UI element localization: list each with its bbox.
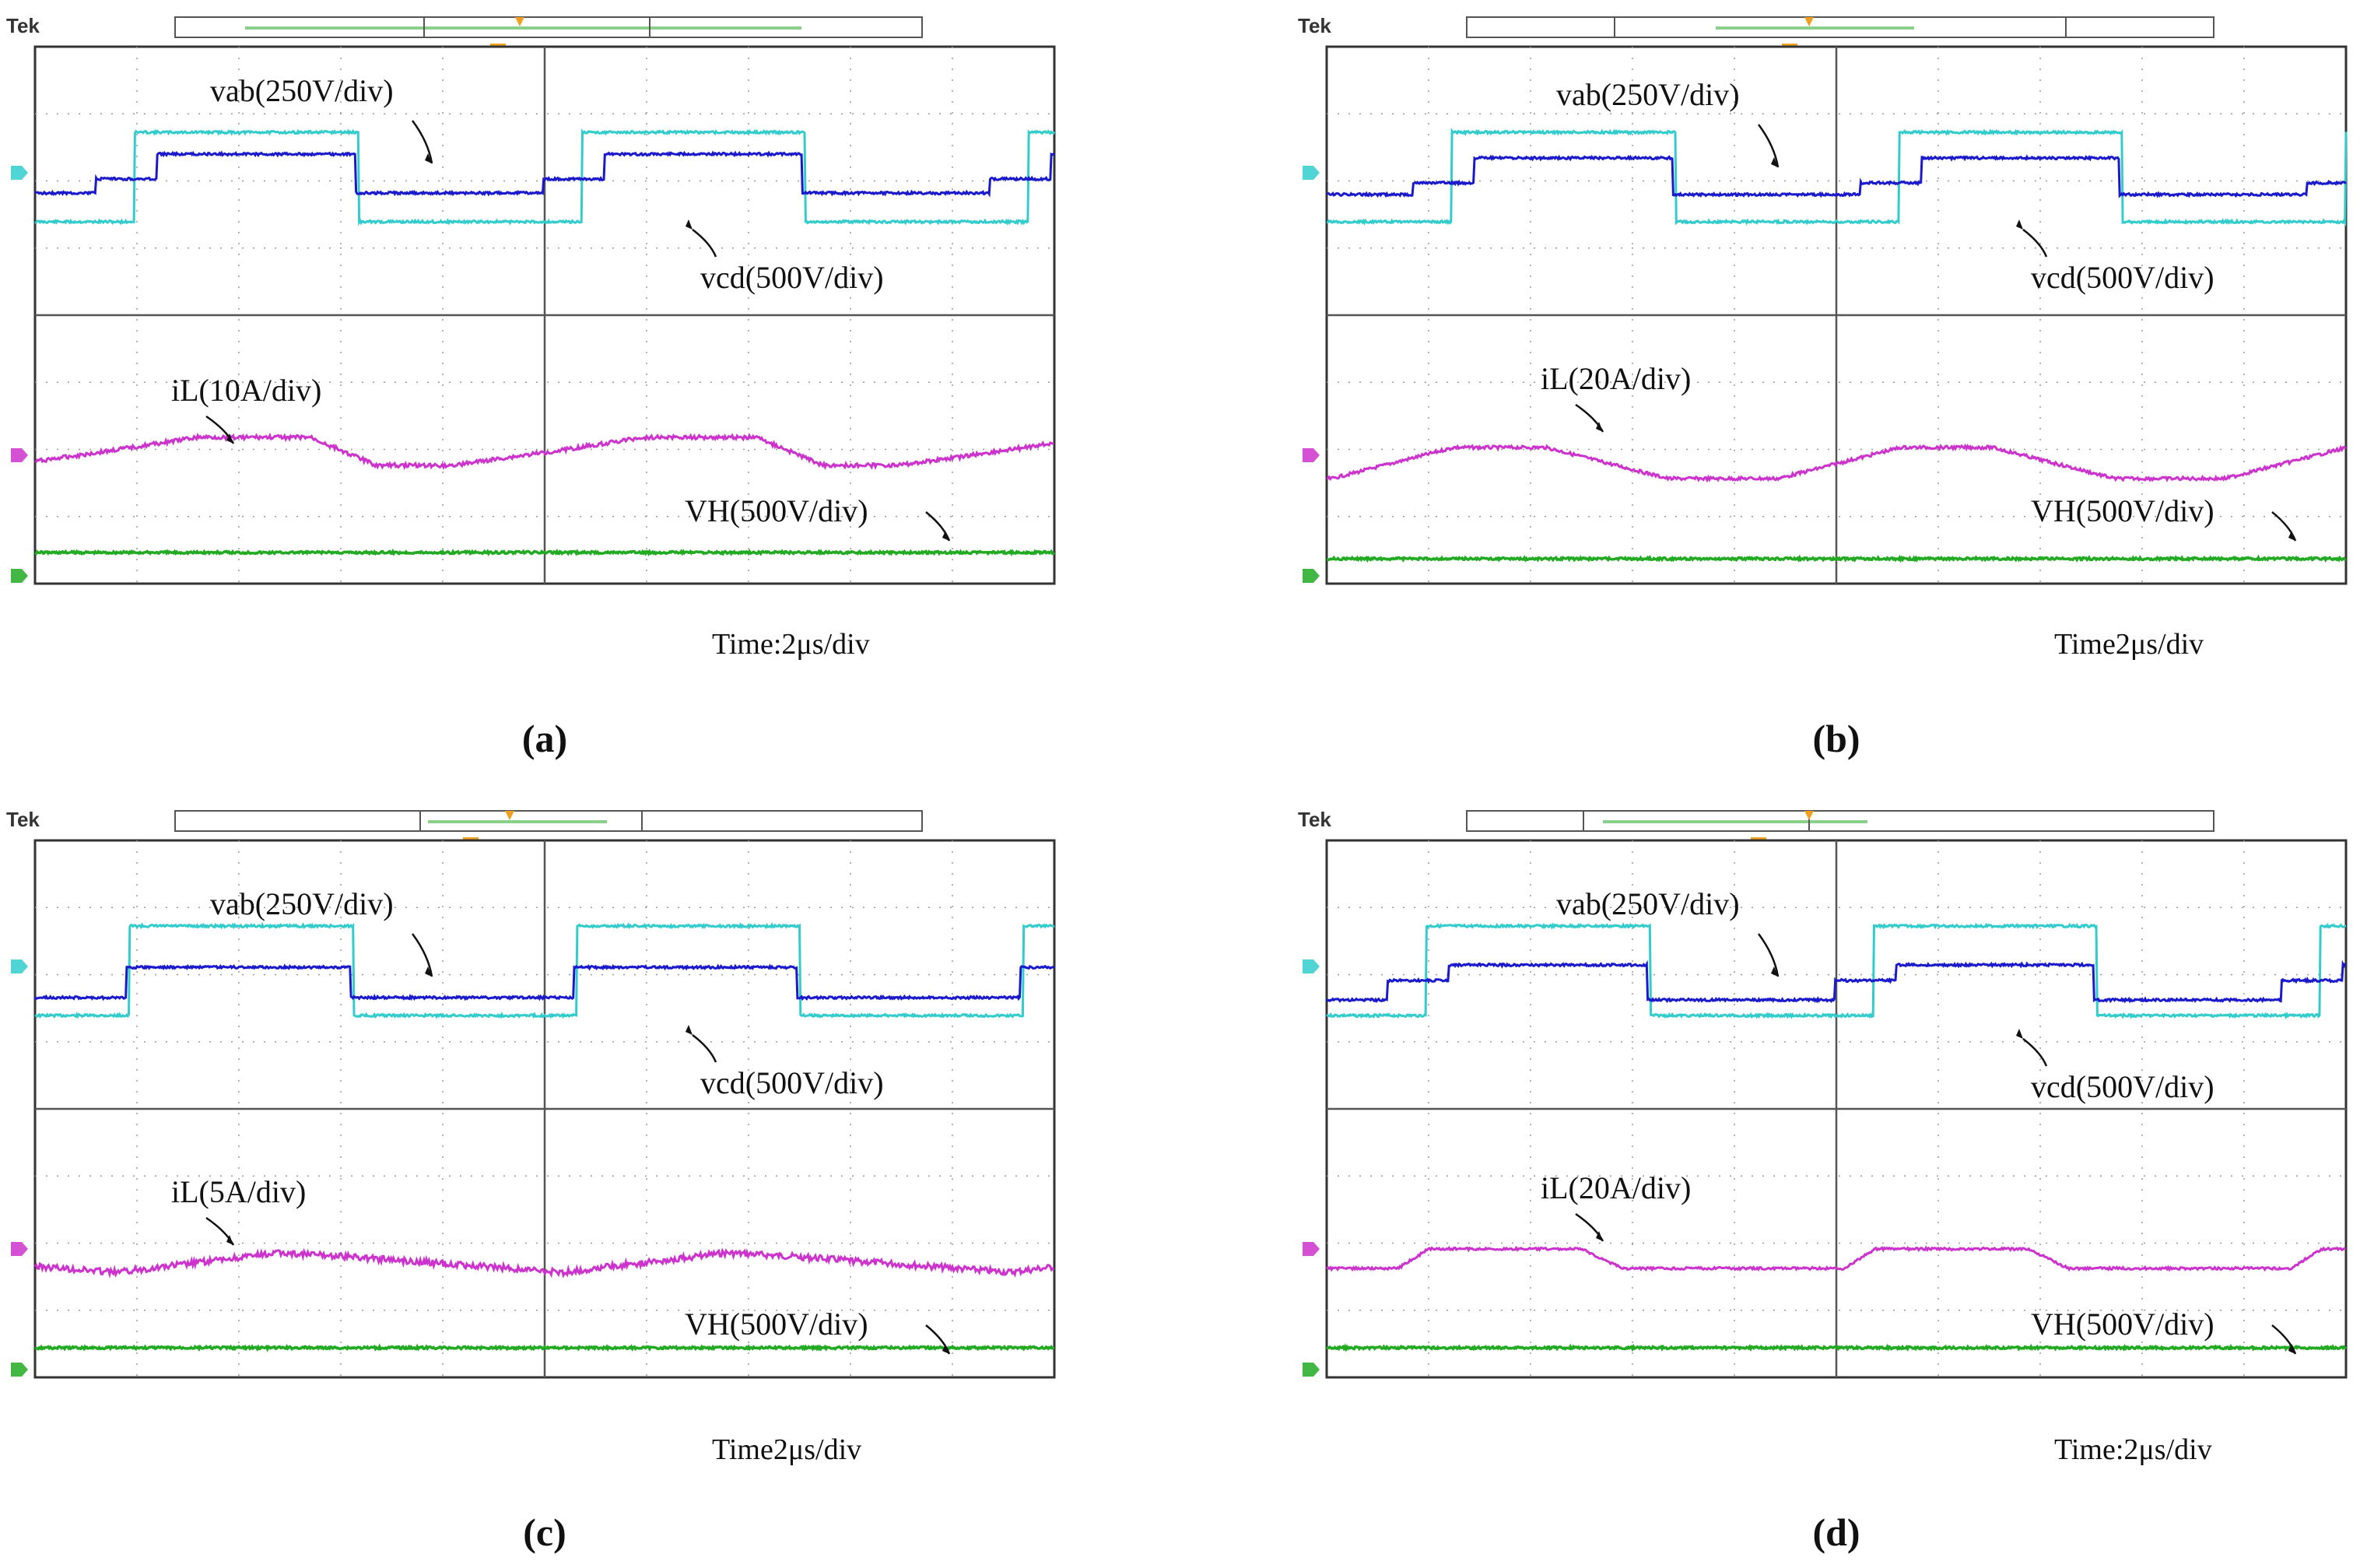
panel-b: Tek vab(250V/div) vcd(500V/div) iL(20A/div)… <box>1292 0 2360 760</box>
channel-marker-icon <box>1303 959 1320 973</box>
arrow-vcd-head <box>686 1025 693 1035</box>
label-iL-scale: iL(5A/div) <box>171 1174 306 1209</box>
label-vab-scale: vab(250V/div) <box>210 886 394 921</box>
label-iL-scale: iL(20A/div) <box>1541 361 1691 396</box>
series-vab-trace <box>1327 154 2347 198</box>
series-VH-trace <box>34 548 1055 557</box>
panel-d: Tek vab(250V/div) vcd(500V/div) iL(20A/div)… <box>1292 794 2360 1554</box>
arrow-vab-head <box>425 966 432 977</box>
trigger-position-icon <box>1804 811 1814 820</box>
series-VH-trace <box>1326 554 2347 563</box>
arrow-VH-head <box>942 1344 949 1354</box>
scope-panel-b: Tek vab(250V/div) vcd(500V/div) iL(20A/div)… <box>1298 14 2348 661</box>
label-vcd-scale: vcd(500V/div) <box>700 260 884 295</box>
channel-marker-icon <box>11 569 28 583</box>
channel-marker-icon <box>11 959 28 973</box>
series-VH-trace <box>1325 1343 2348 1352</box>
tek-brand-label: Tek <box>6 808 40 831</box>
trigger-position-icon <box>515 17 524 26</box>
arrow-vcd <box>2022 229 2048 258</box>
label-vab-scale: vab(250V/div) <box>210 73 394 108</box>
label-vcd-scale: vcd(500V/div) <box>700 1065 884 1100</box>
channel-marker-icon <box>1303 1363 1320 1377</box>
arrow-vab <box>411 933 433 977</box>
scope-panel-d: Tek vab(250V/div) vcd(500V/div) iL(20A/div)… <box>1298 808 2348 1466</box>
arrow-vcd <box>692 1034 717 1063</box>
caption-a: (a) <box>521 717 568 760</box>
series-VH-trace <box>34 1343 1055 1352</box>
arrow-VH-head <box>2288 1344 2295 1354</box>
channel-marker-icon <box>11 1363 28 1377</box>
scope-panel-c: Tek vab(250V/div) vcd(500V/div) iL(5A/div) V… <box>6 808 1056 1466</box>
label-vcd-scale: vcd(500V/div) <box>2031 260 2214 295</box>
arrow-vab-head <box>1771 966 1778 977</box>
caption-d: (d) <box>1812 1510 1860 1554</box>
record-window-bar <box>174 810 923 832</box>
channel-marker-icon <box>1303 569 1320 583</box>
scope-panel-a: Tek vab(250V/div) vcd(500V/div) iL(10A/div)… <box>6 14 1056 661</box>
series-iL-trace <box>34 432 1054 471</box>
label-time-base: Time2μs/div <box>712 1433 861 1466</box>
label-VH-scale: VH(500V/div) <box>2031 493 2214 528</box>
panel-c: Tek vab(250V/div) vcd(500V/div) iL(5A/div) V… <box>0 794 1089 1554</box>
series-vab-trace <box>1325 959 2347 1004</box>
series-vcd-trace <box>1326 128 2348 227</box>
label-VH-scale: VH(500V/div) <box>2031 1307 2214 1342</box>
trigger-position-icon <box>1804 17 1814 26</box>
label-VH-scale: VH(500V/div) <box>685 1307 868 1342</box>
label-VH-scale: VH(500V/div) <box>685 493 868 528</box>
arrow-vab <box>1757 933 1780 977</box>
channel-marker-icon <box>11 448 28 462</box>
label-vab-scale: vab(250V/div) <box>1556 886 1740 921</box>
panel-a: Tek vab(250V/div) vcd(500V/div) iL(10A/div)… <box>0 0 1089 760</box>
series-vcd-trace <box>34 128 1056 226</box>
series-iL-trace <box>1326 1245 2347 1272</box>
label-iL-scale: iL(20A/div) <box>1541 1170 1691 1205</box>
label-iL-scale: iL(10A/div) <box>171 373 321 408</box>
label-time-base: Time2μs/div <box>2054 628 2204 661</box>
arrow-vab-head <box>425 153 432 163</box>
label-time-base: Time:2μs/div <box>2054 1433 2212 1466</box>
arrow-vcd <box>692 229 717 258</box>
channel-marker-icon <box>11 1242 28 1256</box>
trigger-position-icon <box>505 811 514 820</box>
tek-brand-label: Tek <box>1298 14 1331 37</box>
arrow-vcd-head <box>2016 1029 2023 1039</box>
arrow-vcd-head <box>2016 219 2023 230</box>
series-iL-trace <box>33 1247 1055 1279</box>
arrow-vab <box>411 120 433 164</box>
arrow-iL-head <box>226 433 233 444</box>
arrow-vcd-head <box>686 219 693 230</box>
arrow-vcd <box>2022 1038 2048 1067</box>
tek-brand-label: Tek <box>6 14 40 37</box>
series-vab-trace <box>34 150 1056 198</box>
arrow-VH-head <box>942 531 949 541</box>
caption-b: (b) <box>1812 717 1860 760</box>
arrow-iL-head <box>1596 422 1603 432</box>
arrow-iL-head <box>1596 1231 1603 1241</box>
channel-marker-icon <box>1303 166 1320 180</box>
channel-marker-icon <box>1303 1242 1320 1256</box>
series-iL-trace <box>1326 443 2347 483</box>
label-time-base: Time:2μs/div <box>712 628 870 661</box>
label-vab-scale: vab(250V/div) <box>1556 77 1740 112</box>
channel-marker-icon <box>1303 448 1320 462</box>
label-vcd-scale: vcd(500V/div) <box>2031 1069 2214 1104</box>
arrow-vab-head <box>1771 157 1778 167</box>
caption-c: (c) <box>523 1510 566 1554</box>
tek-brand-label: Tek <box>1298 808 1331 831</box>
arrow-vab <box>1757 124 1780 168</box>
arrow-VH-head <box>2288 531 2295 541</box>
channel-marker-icon <box>11 166 28 180</box>
series-vcd-trace <box>1326 922 2347 1020</box>
series-vcd-trace <box>34 921 1055 1019</box>
series-vab-trace <box>33 963 1055 1001</box>
arrow-iL-head <box>226 1235 233 1245</box>
